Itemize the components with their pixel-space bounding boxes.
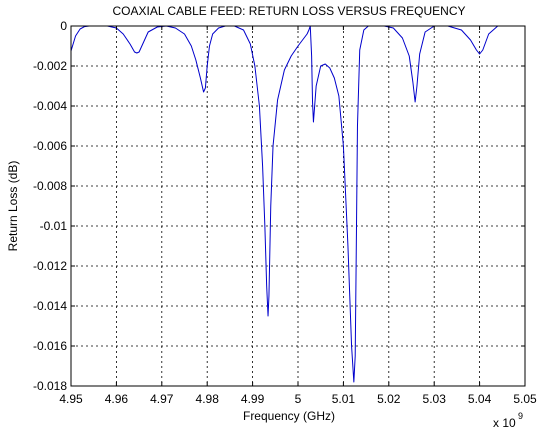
y-tick-label: -0.006 bbox=[33, 139, 67, 153]
x-axis-label: Frequency (GHz) bbox=[243, 409, 335, 423]
y-tick-label: -0.016 bbox=[33, 339, 67, 353]
y-tick-label: -0.012 bbox=[33, 259, 67, 273]
y-tick-label: -0.014 bbox=[33, 299, 67, 313]
x-tick-label: 5.03 bbox=[423, 392, 447, 406]
data-series-layer bbox=[70, 25, 525, 383]
x-tick-label: 5.05 bbox=[513, 392, 537, 406]
y-axis-label: Return Loss (dB) bbox=[6, 161, 20, 252]
x-tick-label: 4.95 bbox=[59, 392, 83, 406]
x-axis-multiplier: x 10 bbox=[493, 416, 516, 430]
x-axis-multiplier-exponent: 9 bbox=[518, 411, 523, 421]
y-tick-label: -0.002 bbox=[33, 59, 67, 73]
x-tick-label: 4.98 bbox=[196, 392, 220, 406]
grid-lines bbox=[71, 26, 525, 386]
x-tick-label: 4.97 bbox=[150, 392, 174, 406]
x-tick-label: 5.01 bbox=[332, 392, 356, 406]
tick-marks bbox=[70, 25, 526, 387]
x-tick-label: 5.02 bbox=[377, 392, 401, 406]
x-tick-label: 4.99 bbox=[241, 392, 265, 406]
return-loss-series-line bbox=[70, 25, 525, 383]
y-tick-label: 0 bbox=[60, 19, 67, 33]
x-tick-label: 5.04 bbox=[468, 392, 492, 406]
chart-title: COAXIAL CABLE FEED: RETURN LOSS VERSUS F… bbox=[113, 4, 466, 18]
x-tick-label: 4.96 bbox=[105, 392, 129, 406]
y-tick-label: -0.018 bbox=[33, 379, 67, 393]
y-tick-labels: 0 -0.002 -0.004 -0.006 -0.008 -0.01 -0.012 -0.0… bbox=[33, 19, 67, 393]
y-tick-label: -0.004 bbox=[33, 99, 67, 113]
x-tick-label: 5 bbox=[295, 392, 302, 406]
y-tick-label: -0.01 bbox=[40, 219, 68, 233]
x-tick-labels: 4.95 4.96 4.97 4.98 4.99 5 5.01 5.02 5.03 5.04 5.0… bbox=[59, 392, 537, 406]
y-tick-label: -0.008 bbox=[33, 179, 67, 193]
